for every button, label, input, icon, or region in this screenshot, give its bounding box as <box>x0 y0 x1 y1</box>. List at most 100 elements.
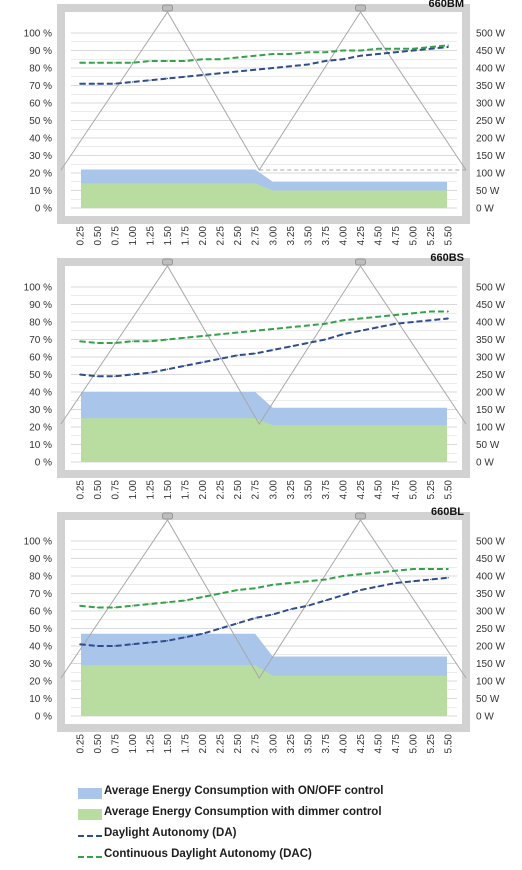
x-tick-label: 5.00 <box>409 480 420 500</box>
y-right-tick-label: 300 W <box>476 353 505 364</box>
legend-item-dimmer: Average Energy Consumption with dimmer c… <box>78 805 518 826</box>
y-right-tick-label: 50 W <box>476 440 500 451</box>
line-da-point <box>79 373 81 376</box>
line-dac-point <box>412 312 414 314</box>
line-da-point <box>237 354 239 356</box>
y-left-tick-label: 60 % <box>29 607 52 618</box>
area-dimmer <box>81 183 447 208</box>
x-tick-label: 1.00 <box>128 226 139 246</box>
line-da-point <box>377 326 379 328</box>
x-tick-label: 0.75 <box>110 734 121 754</box>
x-tick-label: 2.00 <box>198 226 209 246</box>
line-dac-point <box>272 328 274 330</box>
line-da-point <box>272 613 274 616</box>
legend-item-da: Daylight Autonomy (DA) <box>78 826 518 847</box>
x-tick-label: 0.50 <box>93 734 104 754</box>
chart-660BS: 0 % 10 % 20 % 30 % 40 % 50 % 60 % 70 % 80 % 90 % 1… <box>24 252 506 499</box>
x-tick-label: 5.25 <box>426 480 437 500</box>
luminaire-triangles <box>60 265 467 425</box>
chart-660BL: 0 % 10 % 20 % 30 % 40 % 50 % 60 % 70 % 80 % 90 % 1… <box>24 506 506 753</box>
y-left-tick-label: 80 % <box>29 64 52 75</box>
x-tick-label: 4.50 <box>374 226 385 246</box>
y-right-tick-label: 450 W <box>476 554 505 565</box>
line-dac-point <box>324 323 327 325</box>
line-da-point <box>307 605 309 607</box>
y-right-tick-label: 400 W <box>476 64 505 75</box>
x-tick-label: 5.50 <box>444 734 455 754</box>
line-da-point <box>342 58 344 60</box>
line-da-point <box>114 83 116 85</box>
line-da-point <box>219 358 221 360</box>
y-left-tick-label: 80 % <box>29 318 52 329</box>
line-da-point <box>289 65 291 67</box>
line-da-point <box>307 342 309 344</box>
line-dac-point <box>166 601 169 603</box>
y-right-tick-label: 250 W <box>476 116 505 127</box>
x-tick-label: 2.25 <box>216 226 227 246</box>
line-dac-point <box>307 580 309 582</box>
x-tick-label: 1.25 <box>145 226 156 246</box>
x-tick-label: 1.75 <box>181 226 192 246</box>
x-tick-label: 2.00 <box>198 480 209 500</box>
luminaire-triangles <box>60 519 467 679</box>
x-tick-label: 0.75 <box>110 226 121 246</box>
line-da-point <box>394 323 397 325</box>
chart-660BM: 0 % 10 % 20 % 30 % 40 % 50 % 60 % 70 % 80 % 90 % 1… <box>24 0 506 245</box>
line-da-point <box>149 372 151 374</box>
x-tick-label: 1.75 <box>181 480 192 500</box>
line-dac-point <box>219 333 221 335</box>
figure: 0 % 10 % 20 % 30 % 40 % 50 % 60 % 70 % 80 % 90 % 1… <box>24 0 506 753</box>
y-right-tick-label: 200 W <box>476 134 505 145</box>
x-tick-label: 4.00 <box>338 226 349 246</box>
x-tick-label: 2.75 <box>251 734 262 754</box>
x-tick-label: 1.50 <box>163 734 174 754</box>
x-tick-label: 1.75 <box>181 734 192 754</box>
luminaire-icon <box>162 258 173 266</box>
line-dac-point <box>430 568 432 570</box>
chart-title: 660BM <box>429 0 464 10</box>
luminaire-icon <box>355 512 366 520</box>
x-tick-label: 0.50 <box>93 226 104 246</box>
line-dac-point <box>184 60 186 62</box>
line-dac-point <box>342 575 344 577</box>
y-left-tick-label: 80 % <box>29 572 52 583</box>
line-dac-point <box>166 60 169 62</box>
x-tick-label: 0.25 <box>75 480 86 500</box>
line-dac-point <box>201 58 204 60</box>
line-dac-point <box>96 342 98 344</box>
y-left-tick-label: 40 % <box>29 388 52 399</box>
x-tick-label: 3.75 <box>321 480 332 500</box>
y-right-tick-label: 400 W <box>476 572 505 583</box>
legend-item-onoff: Average Energy Consumption with ON/OFF c… <box>78 784 518 805</box>
x-tick-label: 2.25 <box>216 480 227 500</box>
y-left-tick-label: 50 % <box>29 116 52 127</box>
y-right-tick-label: 150 W <box>476 151 505 162</box>
line-da-point <box>412 49 414 52</box>
line-dac-point <box>201 335 204 337</box>
x-tick-label: 4.75 <box>391 480 402 500</box>
y-right-tick-label: 350 W <box>476 335 505 346</box>
y-left-tick-label: 90 % <box>29 300 52 311</box>
x-tick-label: 5.50 <box>444 226 455 246</box>
line-dac-point <box>237 56 239 59</box>
y-left-tick-label: 70 % <box>29 81 52 92</box>
area-dimmer <box>81 418 447 462</box>
line-da-point <box>430 578 432 581</box>
line-dac-point <box>289 582 291 584</box>
line-da-point <box>184 365 186 367</box>
line-da-point <box>131 643 134 645</box>
line-da-point <box>201 633 204 635</box>
y-left-tick-label: 20 % <box>29 677 52 688</box>
line-dac-point <box>359 49 362 52</box>
line-da-point <box>359 589 362 591</box>
y-left-tick-label: 70 % <box>29 589 52 600</box>
line-dac-point <box>342 49 344 52</box>
line-dac-point <box>377 48 379 50</box>
line-dac-point <box>79 605 81 607</box>
x-tick-label: 3.50 <box>303 226 314 246</box>
y-right-tick-label: 500 W <box>476 537 505 548</box>
y-right-tick-label: 150 W <box>476 659 505 670</box>
legend-line-da <box>78 835 102 837</box>
line-da-point <box>359 330 362 332</box>
line-da-point <box>447 577 449 579</box>
